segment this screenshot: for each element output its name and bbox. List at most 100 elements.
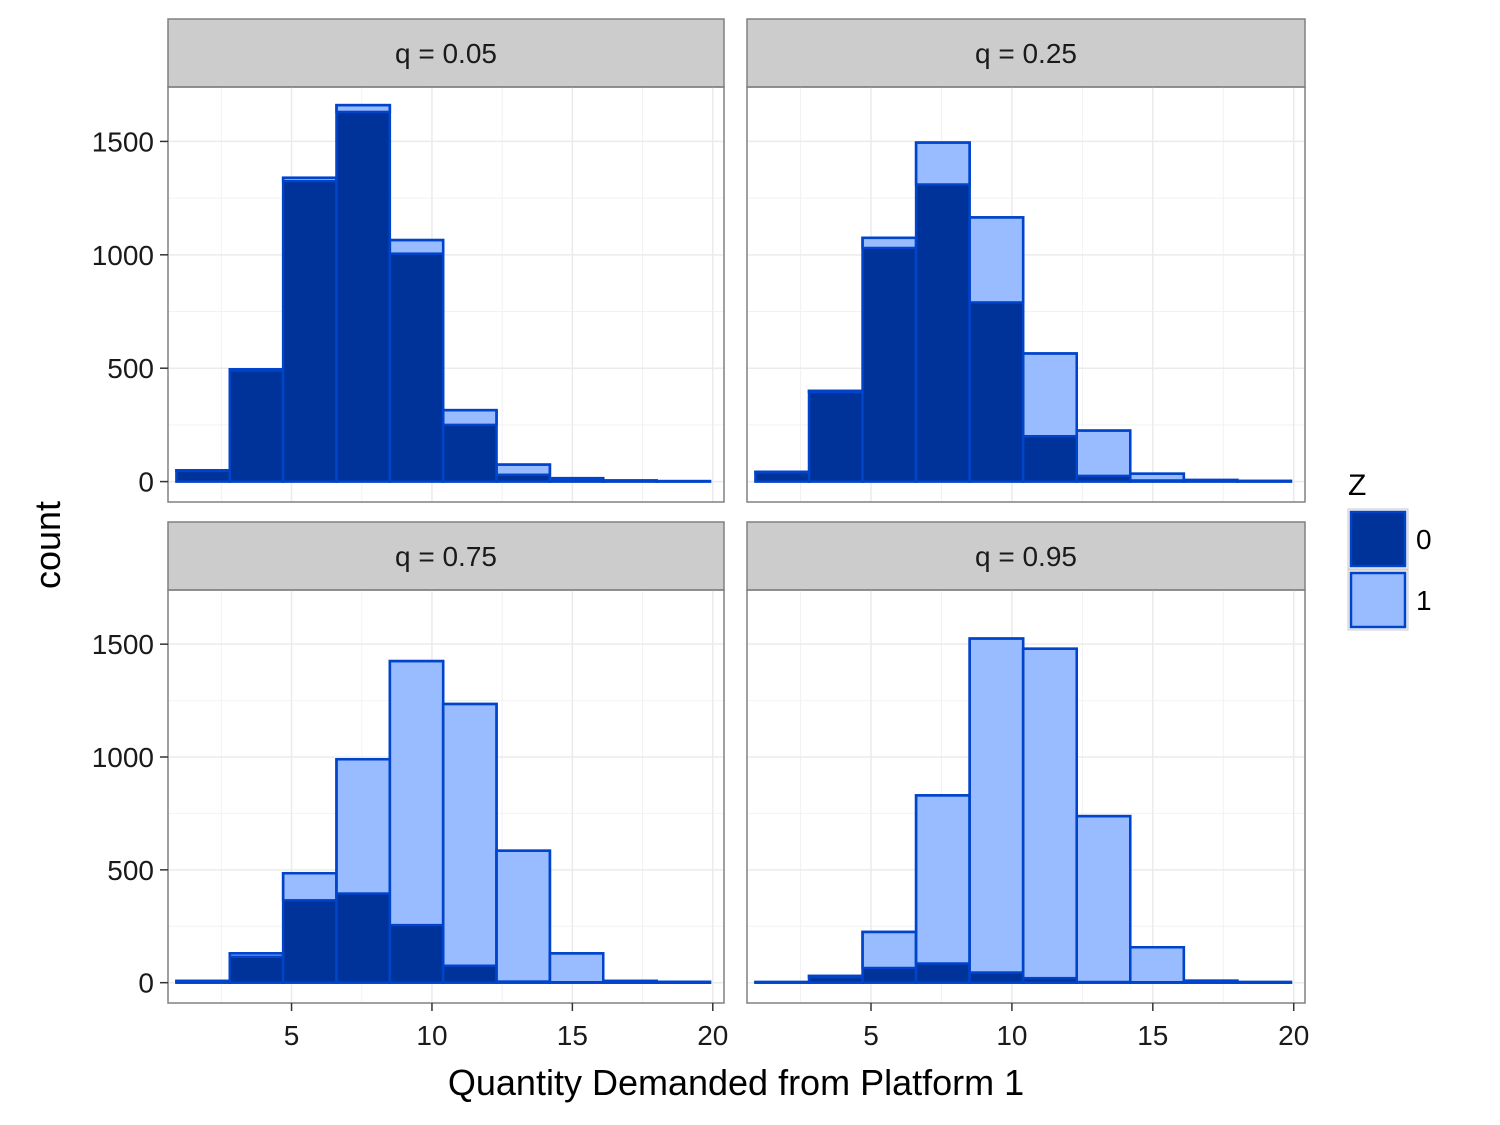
panel-border [746,589,1306,1004]
bar-z1 [335,758,392,895]
panel-border [167,589,725,1004]
axes-layer: 0 500 1000 1500 0 500 1000 1500 5 10 15 20 5 10 15 20 [92,126,1310,1051]
x-tick-label: 20 [697,1020,728,1051]
facet-panel: q = 0.75 [167,521,725,1004]
bar-outline [655,980,712,984]
x-tick-label: 15 [557,1020,588,1051]
bar-outline [441,408,498,483]
bar-outline [1236,479,1293,483]
legend-item-label: 1 [1416,585,1432,616]
bar-z0 [915,962,971,984]
bar-z0 [282,180,338,483]
x-tick-label: 15 [1137,1020,1168,1051]
bar-z0 [442,964,498,984]
x-tick-label: 5 [284,1020,300,1051]
bar-z0 [442,423,498,483]
bar-z0 [915,183,971,483]
bar-z0 [1022,435,1078,483]
bar-outline [754,980,811,984]
bar-z0 [335,892,391,984]
facet-label: q = 0.95 [975,541,1077,572]
bar-z1 [1021,352,1078,438]
x-tick-label: 10 [996,1020,1027,1051]
bar-outline [602,979,658,984]
panels-layer: q = 0.05 q = 0.25 q = 0.75 q = 0.95 [167,18,1306,1004]
bar-outline [602,479,658,483]
legend-title: Z [1348,469,1366,502]
bar-z1 [495,463,552,477]
bar-z1 [548,952,605,984]
bar-outline [495,849,552,984]
bar-z1 [441,702,498,968]
bar-outline [1236,980,1293,984]
facet-label: q = 0.05 [395,38,497,69]
bar-outline [1129,946,1186,984]
legend-item-label: 0 [1416,524,1432,555]
bar-outline [441,702,498,984]
panel-border [746,86,1306,503]
bar-z0 [861,247,918,483]
facet-strip [746,521,1306,591]
facet-panel: q = 0.05 [167,18,725,503]
bar-z1 [1129,946,1186,984]
bar-z1 [388,238,445,255]
legend-item: 0 [1347,508,1432,570]
facet-panel: q = 0.25 [746,18,1306,503]
bar-z0 [968,301,1025,483]
bar-z0 [335,110,391,483]
bar-z1 [914,141,971,186]
bar-outline [1182,478,1239,483]
x-tick-label: 5 [863,1020,879,1051]
x-axis-title: Quantity Demanded from Platform 1 [448,1062,1024,1103]
y-axis-title: count [27,501,68,589]
bar-outline [968,216,1025,483]
y-tick-label: 0 [138,968,154,999]
y-tick-label: 1000 [92,240,154,271]
legend-item: 1 [1347,569,1432,631]
y-tick-label: 1500 [92,629,154,660]
bar-z1 [968,637,1025,974]
bar-z0 [861,967,918,984]
bar-outline [548,952,605,984]
bar-outline [1129,472,1186,483]
bar-outline [1075,429,1132,483]
bar-z0 [754,471,810,483]
bar-outline [388,238,445,483]
y-tick-label: 500 [107,855,154,886]
facet-strip [746,18,1306,88]
bar-z1 [495,849,552,983]
bar-z0 [175,469,231,483]
bar-z1 [1075,429,1132,478]
facet-strip [167,18,725,88]
panel-border [167,86,725,503]
facet-strip [167,521,725,591]
bar-z1 [861,930,918,970]
y-tick-label: 0 [138,467,154,498]
x-tick-label: 10 [416,1020,447,1051]
bar-z1 [914,794,971,965]
bar-z1 [281,871,338,902]
bar-z0 [388,252,445,483]
legend-key-swatch [1349,571,1407,629]
y-tick-label: 500 [107,353,154,384]
legend: Z 0 1 [1347,469,1432,631]
bar-z0 [388,924,445,984]
bar-z1 [968,216,1025,304]
bar-z1 [861,236,918,250]
facet-label: q = 0.75 [395,541,497,572]
bar-z0 [228,955,285,984]
bar-outline [1075,814,1132,984]
y-tick-label: 1000 [92,742,154,773]
x-tick-label: 20 [1278,1020,1309,1051]
y-tick-label: 1500 [92,126,154,157]
bar-z0 [228,369,285,483]
bar-z1 [441,408,498,427]
bar-z1 [1075,814,1132,984]
bar-z0 [282,899,338,984]
bar-outline [1021,352,1078,483]
bar-z0 [808,391,864,483]
bar-outline [1182,979,1239,984]
facet-panel: q = 0.95 [746,521,1306,1004]
bar-z1 [1021,647,1078,980]
